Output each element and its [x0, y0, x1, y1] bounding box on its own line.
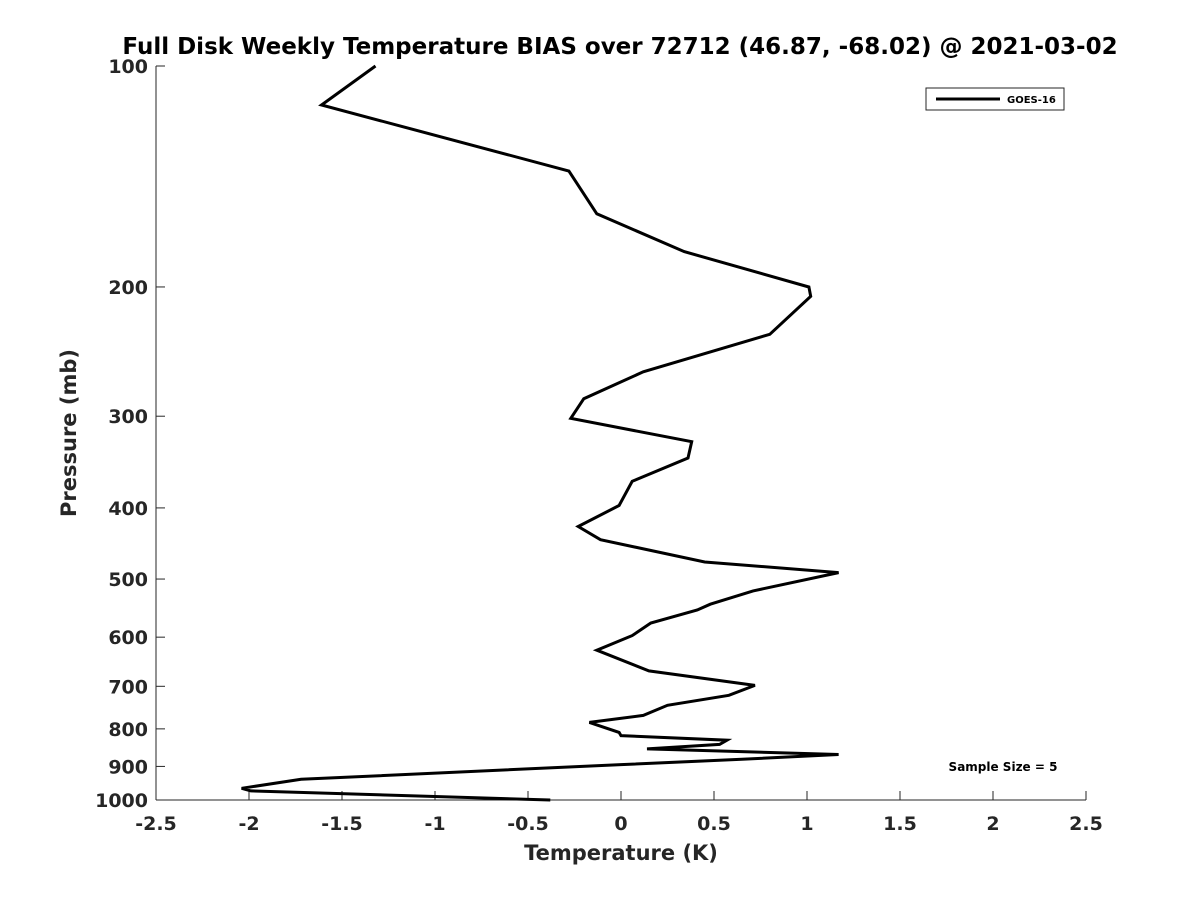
y-tick-label: 1000: [95, 790, 148, 812]
x-axis-label: Temperature (K): [524, 841, 718, 865]
legend-label-goes-16: GOES-16: [1007, 95, 1056, 106]
x-tick-label: 2: [986, 813, 999, 835]
x-tick-label: -1.5: [321, 813, 363, 835]
series-line-goes-16: [241, 64, 839, 802]
series-layer: [241, 64, 839, 802]
y-axis-label: Pressure (mb): [57, 349, 81, 517]
y-ticks: 100 200 300 400 500 600 700 800 900 1000: [95, 56, 165, 812]
x-tick-label: 2.5: [1069, 813, 1103, 835]
sample-size-annotation: Sample Size = 5: [949, 760, 1058, 774]
y-tick-label: 500: [108, 569, 148, 591]
x-tick-label: 0.5: [697, 813, 731, 835]
x-tick-label: -2.5: [135, 813, 177, 835]
x-tick-label: -2: [238, 813, 259, 835]
x-axis: -2.5 -2 -1.5 -1 -0.5 0 0.5 1 1.5 2 2.5: [135, 791, 1103, 835]
y-axis: 100 200 300 400 500 600 700 800 900 1000: [95, 56, 165, 812]
x-tick-label: 1.5: [883, 813, 917, 835]
y-tick-label: 300: [108, 406, 148, 428]
x-tick-label: -1: [424, 813, 445, 835]
x-tick-label: 1: [800, 813, 813, 835]
y-tick-label: 400: [108, 498, 148, 520]
y-tick-label: 700: [108, 676, 148, 698]
chart-title: Full Disk Weekly Temperature BIAS over 7…: [122, 34, 1117, 60]
x-ticks: -2.5 -2 -1.5 -1 -0.5 0 0.5 1 1.5 2 2.5: [135, 791, 1103, 835]
x-tick-label: -0.5: [507, 813, 549, 835]
y-tick-label: 600: [108, 627, 148, 649]
y-tick-label: 900: [108, 756, 148, 778]
legend: GOES-16: [925, 87, 1065, 111]
y-tick-label: 800: [108, 719, 148, 741]
y-tick-label: 100: [108, 56, 148, 78]
y-tick-label: 200: [108, 277, 148, 299]
x-tick-label: 0: [614, 813, 627, 835]
